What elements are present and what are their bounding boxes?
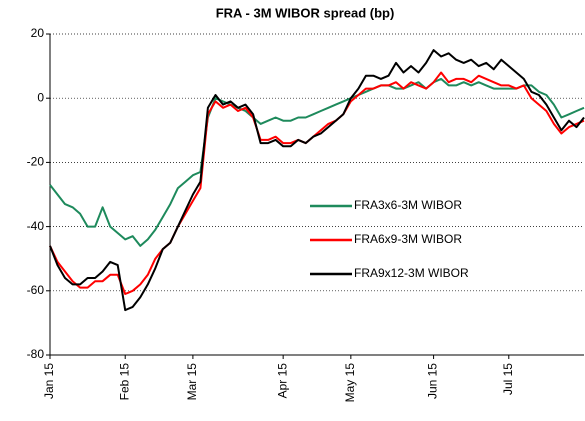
x-tick-label: Jan 15 [42,363,56,399]
x-tick-label: Apr 15 [275,363,289,399]
y-tick-label: -40 [27,219,45,233]
y-tick-label: 0 [37,90,44,104]
legend-label: FRA3x6-3M WIBOR [354,198,462,212]
chart-title: FRA - 3M WIBOR spread (bp) [216,5,395,20]
y-tick-label: -20 [27,155,45,169]
y-tick-label: 20 [31,26,45,40]
x-tick-label: Jul 15 [501,363,515,395]
y-tick-label: -60 [27,283,45,297]
series-line [49,77,585,247]
series-line [49,49,585,312]
x-tick-label: Feb 15 [117,363,131,401]
legend-label: FRA6x9-3M WIBOR [354,232,462,246]
x-tick-label: Mar 15 [185,363,199,401]
series-line [49,71,585,295]
legend-label: FRA9x12-3M WIBOR [354,266,469,280]
x-tick-label: Jun 15 [426,363,440,399]
y-tick-label: -80 [27,347,45,361]
x-tick-label: May 15 [343,363,357,403]
